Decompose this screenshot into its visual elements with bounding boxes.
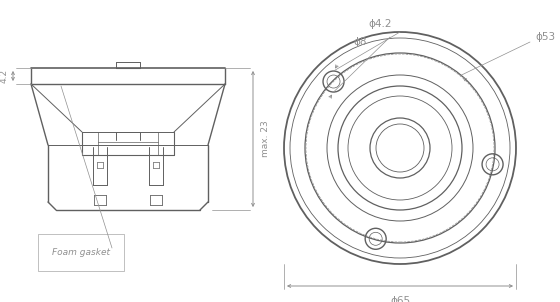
Text: ϕ53: ϕ53 [535, 32, 555, 42]
Text: max. 23: max. 23 [261, 120, 270, 157]
Text: ϕ65: ϕ65 [390, 296, 410, 302]
Text: ϕ8: ϕ8 [353, 37, 367, 47]
Text: Foam gasket: Foam gasket [52, 248, 110, 257]
Text: 4.2: 4.2 [0, 69, 9, 83]
Text: ϕ4.2: ϕ4.2 [368, 19, 392, 29]
